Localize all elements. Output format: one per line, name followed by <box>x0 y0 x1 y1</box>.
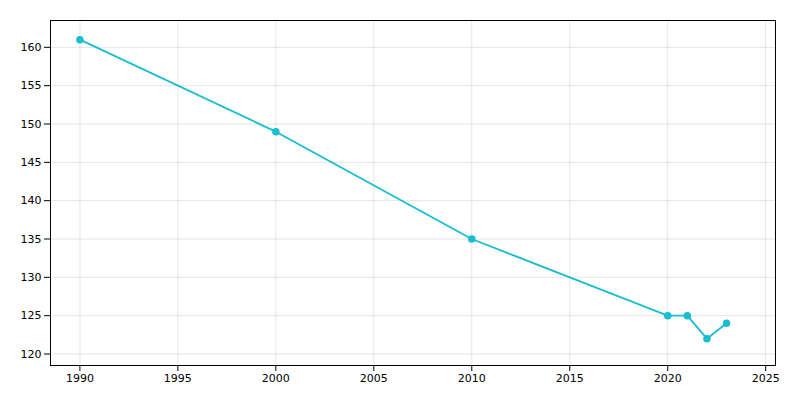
svg-text:2000: 2000 <box>262 372 290 385</box>
svg-text:120: 120 <box>21 348 42 361</box>
svg-text:2005: 2005 <box>360 372 388 385</box>
svg-text:160: 160 <box>21 41 42 54</box>
svg-text:125: 125 <box>21 309 42 322</box>
svg-text:155: 155 <box>21 79 42 92</box>
svg-text:2010: 2010 <box>458 372 486 385</box>
svg-text:145: 145 <box>21 156 42 169</box>
svg-text:2020: 2020 <box>654 372 682 385</box>
svg-text:130: 130 <box>21 271 42 284</box>
svg-text:140: 140 <box>21 194 42 207</box>
svg-text:1990: 1990 <box>66 372 94 385</box>
svg-text:135: 135 <box>21 233 42 246</box>
svg-text:1995: 1995 <box>164 372 192 385</box>
svg-text:2015: 2015 <box>556 372 584 385</box>
svg-text:2025: 2025 <box>752 372 780 385</box>
svg-text:150: 150 <box>21 118 42 131</box>
